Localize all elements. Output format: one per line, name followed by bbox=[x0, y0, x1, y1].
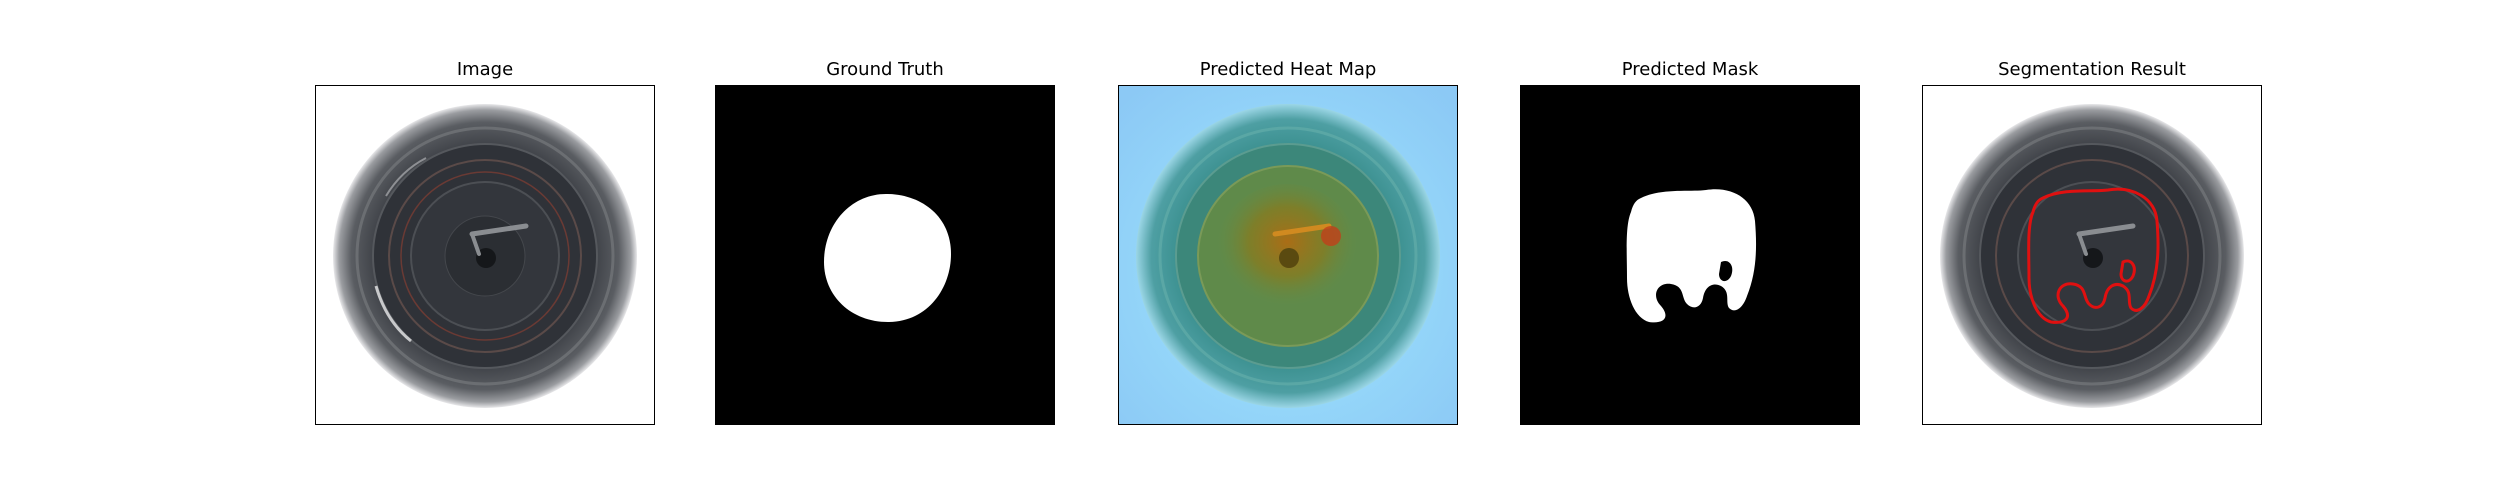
panel-heat-map: Predicted Heat Map bbox=[1118, 0, 1458, 500]
ground-truth-frame bbox=[715, 85, 1055, 425]
heat-map-image bbox=[1119, 86, 1457, 424]
segmentation-overlay bbox=[1923, 86, 2261, 424]
panel-segmentation-result: Segmentation Result bbox=[1922, 0, 2262, 500]
ground-truth-mask bbox=[716, 86, 1054, 424]
heat-map-frame bbox=[1118, 85, 1458, 425]
segmentation-contour bbox=[2027, 187, 2160, 324]
predicted-mask bbox=[1521, 86, 1859, 424]
panel-ground-truth: Ground Truth bbox=[715, 0, 1055, 500]
image-frame bbox=[315, 85, 655, 425]
segmentation-result-frame bbox=[1922, 85, 2262, 425]
predicted-mask-frame bbox=[1520, 85, 1860, 425]
bottle-image bbox=[316, 86, 654, 424]
panel-title-image: Image bbox=[456, 59, 514, 80]
panel-image: Image bbox=[315, 0, 655, 500]
panel-predicted-mask: Predicted Mask bbox=[1520, 0, 1860, 500]
panel-title-ground-truth: Ground Truth bbox=[826, 59, 944, 80]
panel-title-heat-map: Predicted Heat Map bbox=[1199, 59, 1377, 80]
panel-title-segmentation-result: Segmentation Result bbox=[1998, 59, 2186, 80]
panel-title-predicted-mask: Predicted Mask bbox=[1621, 59, 1759, 80]
